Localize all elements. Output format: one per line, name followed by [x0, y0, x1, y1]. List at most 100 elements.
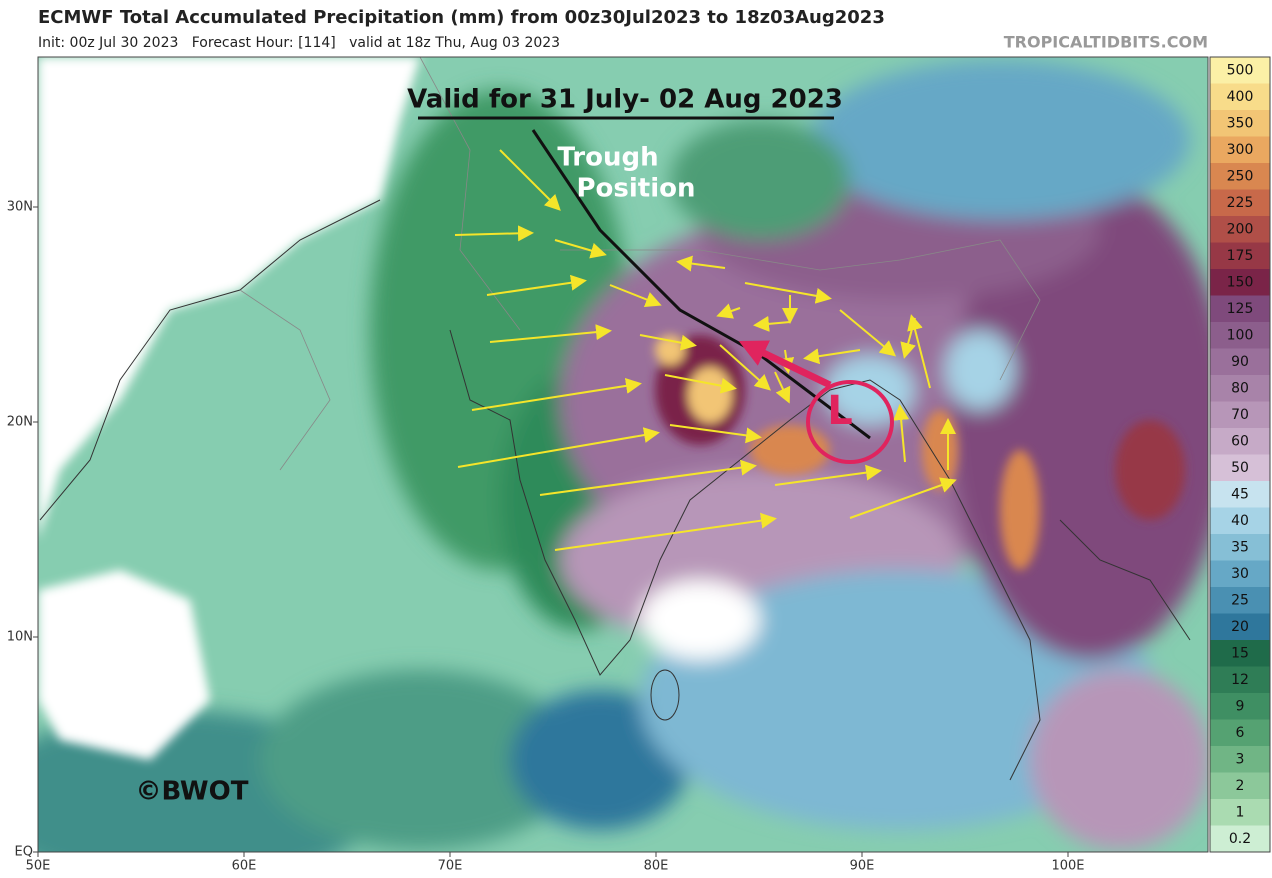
colorbar-swatch: [1210, 375, 1270, 402]
wind-arrow: [849, 477, 957, 519]
colorbar-label: 9: [1236, 698, 1245, 714]
colorbar-label: 20: [1231, 619, 1249, 635]
colorbar-swatch: [1210, 454, 1270, 482]
colorbar-label: 200: [1227, 221, 1254, 237]
colorbar-label: 80: [1231, 380, 1249, 396]
low-label: L: [827, 388, 853, 434]
colorbar-label: 90: [1231, 354, 1249, 370]
trough-label: Trough: [557, 143, 658, 173]
coastlines: [39, 199, 1191, 781]
colorbar-label: 500: [1227, 62, 1254, 78]
colorbar-label: 50: [1231, 460, 1249, 476]
wind-arrow: [489, 324, 612, 343]
wind-arrow: [486, 274, 587, 296]
trough-line: [531, 129, 871, 440]
credit: ©BWOT: [136, 777, 249, 807]
wind-arrow: [609, 284, 662, 308]
validity-label: Valid for 31 July- 02 Aug 2023: [407, 85, 843, 115]
colorbar-swatch: [1210, 481, 1270, 508]
colorbar-swatch: [1210, 322, 1270, 349]
wind-arrow: [669, 424, 762, 444]
wind-arrow: [499, 149, 561, 211]
lat-label: EQ: [15, 845, 33, 860]
colorbar-label: 35: [1231, 539, 1249, 555]
trough-label: Position: [576, 174, 695, 204]
colorbar-label: 125: [1227, 301, 1254, 317]
colorbar-swatch: [1210, 428, 1270, 455]
colorbar-swatch: [1210, 640, 1270, 667]
colorbar-label: 2: [1236, 778, 1245, 794]
colorbar-swatch: [1210, 401, 1270, 429]
colorbar-label: 0.2: [1229, 831, 1251, 847]
wind-arrow: [554, 512, 777, 551]
colorbar-label: 400: [1227, 89, 1254, 105]
wind-arrow: [839, 309, 897, 357]
colorbar-swatch: [1210, 746, 1270, 773]
colorbar-label: 250: [1227, 168, 1254, 184]
colorbar-swatch: [1210, 799, 1270, 826]
wind-arrow: [719, 344, 771, 391]
lon-label: 70E: [438, 859, 463, 874]
wind-arrow: [803, 348, 861, 365]
colorbar-swatch: [1210, 560, 1270, 588]
colorbar-label: 60: [1231, 433, 1249, 449]
borders: [239, 57, 1041, 471]
wind-arrow: [893, 404, 910, 463]
colorbar-label: 12: [1231, 672, 1249, 688]
lat-label: 30N: [7, 200, 33, 215]
wind-arrows: [454, 149, 957, 551]
colorbar-label: 225: [1227, 195, 1254, 211]
colorbar-swatch: [1210, 57, 1270, 84]
colorbar-label: 6: [1236, 725, 1245, 741]
colorbar: 5004003503002502252001751501251009080706…: [1209, 56, 1271, 853]
wind-arrow: [471, 377, 642, 411]
colorbar-label: 350: [1227, 115, 1254, 131]
colorbar-swatch: [1210, 825, 1270, 853]
wind-arrow: [639, 334, 697, 351]
colorbar-label: 30: [1231, 566, 1249, 582]
lat-label: 20N: [7, 415, 33, 430]
wind-arrow: [454, 225, 534, 242]
title: ECMWF Total Accumulated Precipitation (m…: [38, 7, 885, 28]
colorbar-label: 3: [1236, 751, 1245, 767]
colorbar-swatch: [1210, 772, 1270, 800]
map-frame: [37, 56, 1209, 853]
colorbar-swatch: [1210, 269, 1270, 296]
colorbar-label: 100: [1227, 327, 1254, 343]
wind-arrow: [539, 459, 757, 496]
colorbar-label: 70: [1231, 407, 1249, 423]
lon-label: 50E: [26, 859, 51, 874]
colorbar-label: 40: [1231, 513, 1249, 529]
colorbar-label: 300: [1227, 142, 1254, 158]
colorbar-swatch: [1210, 189, 1270, 217]
colorbar-label: 15: [1231, 645, 1249, 661]
wind-arrow: [774, 371, 791, 404]
colorbar-swatch: [1210, 534, 1270, 561]
colorbar-frame: [1209, 56, 1271, 853]
colorbar-label: 25: [1231, 592, 1249, 608]
wind-arrow: [774, 464, 882, 486]
lon-label: 80E: [644, 859, 669, 874]
colorbar-swatch: [1210, 163, 1270, 190]
colorbar-swatch: [1210, 587, 1270, 614]
wind-arrow: [716, 303, 741, 319]
colorbar-swatch: [1210, 348, 1270, 376]
colorbar-swatch: [1210, 136, 1270, 164]
colorbar-swatch: [1210, 242, 1270, 270]
colorbar-swatch: [1210, 507, 1270, 535]
colorbar-swatch: [1210, 295, 1270, 323]
colorbar-label: 175: [1227, 248, 1254, 264]
lon-label: 90E: [850, 859, 875, 874]
colorbar-label: 45: [1231, 486, 1249, 502]
colorbar-swatch: [1210, 110, 1270, 137]
subtitle: Init: 00z Jul 30 2023 Forecast Hour: [11…: [38, 35, 560, 51]
lat-label: 10N: [7, 630, 33, 645]
wind-arrow: [554, 239, 607, 259]
colorbar-label: 1: [1236, 804, 1245, 820]
source: TROPICALTIDBITS.COM: [1004, 33, 1208, 52]
low-arrow: [738, 340, 832, 389]
wind-arrow: [907, 314, 931, 389]
